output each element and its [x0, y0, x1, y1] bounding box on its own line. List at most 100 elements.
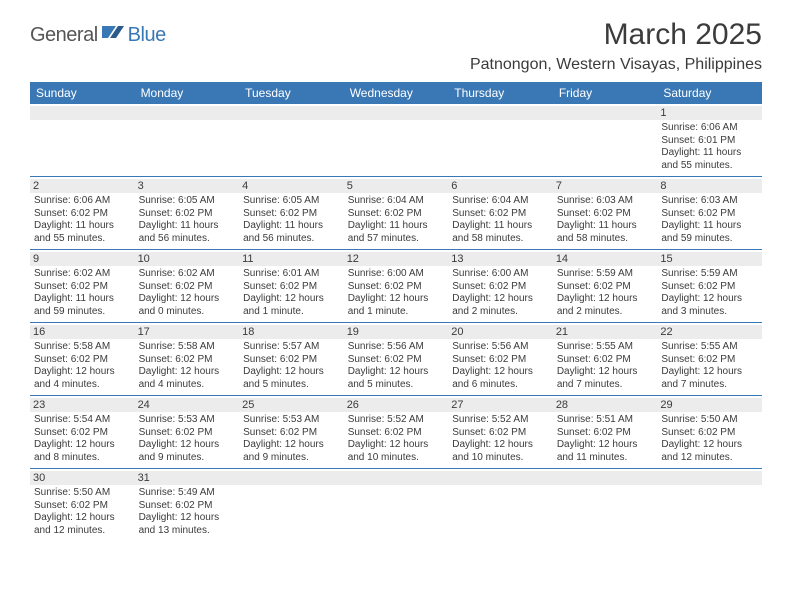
daylight-text: Daylight: 12 hours and 7 minutes. — [661, 366, 758, 391]
day-details: Sunrise: 5:55 AMSunset: 6:02 PMDaylight:… — [557, 341, 654, 391]
day-number: 5 — [344, 179, 449, 193]
day-number: 11 — [239, 252, 344, 266]
day-number: 4 — [239, 179, 344, 193]
sunset-text: Sunset: 6:02 PM — [452, 427, 549, 440]
sunset-text: Sunset: 6:02 PM — [34, 281, 131, 294]
daylight-text: Daylight: 12 hours and 9 minutes. — [139, 439, 236, 464]
day-details: Sunrise: 6:05 AMSunset: 6:02 PMDaylight:… — [139, 195, 236, 245]
calendar-cell: 11 Sunrise: 6:01 AMSunset: 6:02 PMDayligh… — [239, 250, 344, 323]
day-header: Saturday — [657, 82, 762, 104]
daylight-text: Daylight: 12 hours and 1 minute. — [243, 293, 340, 318]
sunrise-text: Sunrise: 6:05 AM — [139, 195, 236, 208]
calendar-cell — [448, 104, 553, 177]
sunrise-text: Sunrise: 6:06 AM — [34, 195, 131, 208]
day-number: 3 — [135, 179, 240, 193]
daylight-text: Daylight: 12 hours and 2 minutes. — [557, 293, 654, 318]
calendar-cell: 20Sunrise: 5:56 AMSunset: 6:02 PMDayligh… — [448, 323, 553, 396]
calendar-cell: 22Sunrise: 5:55 AMSunset: 6:02 PMDayligh… — [657, 323, 762, 396]
day-number: 7 — [553, 179, 658, 193]
daylight-text: Daylight: 11 hours and 58 minutes. — [557, 220, 654, 245]
daylight-text: Daylight: 12 hours and 9 minutes. — [243, 439, 340, 464]
calendar-cell: 12Sunrise: 6:00 AMSunset: 6:02 PMDayligh… — [344, 250, 449, 323]
calendar-cell — [657, 469, 762, 542]
week-row: 1Sunrise: 6:06 AMSunset: 6:01 PMDaylight… — [30, 104, 762, 177]
calendar-cell: 18Sunrise: 5:57 AMSunset: 6:02 PMDayligh… — [239, 323, 344, 396]
sunset-text: Sunset: 6:02 PM — [661, 427, 758, 440]
sunset-text: Sunset: 6:02 PM — [452, 354, 549, 367]
day-details: Sunrise: 5:56 AMSunset: 6:02 PMDaylight:… — [348, 341, 445, 391]
sunrise-text: Sunrise: 5:50 AM — [661, 414, 758, 427]
calendar-cell: 8Sunrise: 6:03 AMSunset: 6:02 PMDaylight… — [657, 177, 762, 250]
calendar-cell — [30, 104, 135, 177]
calendar-cell: 27Sunrise: 5:52 AMSunset: 6:02 PMDayligh… — [448, 396, 553, 469]
sunrise-text: Sunrise: 6:06 AM — [661, 122, 758, 135]
sunset-text: Sunset: 6:02 PM — [34, 354, 131, 367]
day-details: Sunrise: 6:01 AMSunset: 6:02 PMDaylight:… — [243, 268, 340, 318]
header: General Blue March 2025 Patnongon, Weste… — [30, 18, 762, 74]
daylight-text: Daylight: 11 hours and 57 minutes. — [348, 220, 445, 245]
day-header: Thursday — [448, 82, 553, 104]
sunset-text: Sunset: 6:02 PM — [34, 500, 131, 513]
calendar-cell: 24Sunrise: 5:53 AMSunset: 6:02 PMDayligh… — [135, 396, 240, 469]
daylight-text: Daylight: 12 hours and 13 minutes. — [139, 512, 236, 537]
day-number: 12 — [344, 252, 449, 266]
day-details: Sunrise: 5:51 AMSunset: 6:02 PMDaylight:… — [557, 414, 654, 464]
calendar-cell: 28 Sunrise: 5:51 AMSunset: 6:02 PMDayligh… — [553, 396, 658, 469]
day-details: Sunrise: 6:03 AMSunset: 6:02 PMDaylight:… — [661, 195, 758, 245]
calendar-cell — [239, 469, 344, 542]
day-header: Sunday — [30, 82, 135, 104]
day-details: Sunrise: 6:04 AMSunset: 6:02 PMDaylight:… — [452, 195, 549, 245]
sunrise-text: Sunrise: 6:03 AM — [557, 195, 654, 208]
day-number: 30 — [30, 471, 135, 485]
sunset-text: Sunset: 6:02 PM — [243, 281, 340, 294]
day-number: 17 — [135, 325, 240, 339]
sunrise-text: Sunrise: 6:00 AM — [348, 268, 445, 281]
sunrise-text: Sunrise: 5:58 AM — [139, 341, 236, 354]
sunrise-text: Sunrise: 5:52 AM — [348, 414, 445, 427]
day-number — [135, 106, 240, 120]
day-number: 18 — [239, 325, 344, 339]
day-number: 19 — [344, 325, 449, 339]
calendar-cell: 4Sunrise: 6:05 AMSunset: 6:02 PMDaylight… — [239, 177, 344, 250]
daylight-text: Daylight: 11 hours and 59 minutes. — [661, 220, 758, 245]
sunset-text: Sunset: 6:02 PM — [348, 281, 445, 294]
daylight-text: Daylight: 11 hours and 56 minutes. — [139, 220, 236, 245]
day-number: 15 — [657, 252, 762, 266]
calendar-cell: 16Sunrise: 5:58 AMSunset: 6:02 PMDayligh… — [30, 323, 135, 396]
daylight-text: Daylight: 12 hours and 4 minutes. — [34, 366, 131, 391]
daylight-text: Daylight: 11 hours and 59 minutes. — [34, 293, 131, 318]
sunset-text: Sunset: 6:02 PM — [661, 208, 758, 221]
sunrise-text: Sunrise: 5:49 AM — [139, 487, 236, 500]
daylight-text: Daylight: 12 hours and 11 minutes. — [557, 439, 654, 464]
sunrise-text: Sunrise: 6:02 AM — [139, 268, 236, 281]
daylight-text: Daylight: 11 hours and 56 minutes. — [243, 220, 340, 245]
sunrise-text: Sunrise: 5:53 AM — [139, 414, 236, 427]
week-row: 2Sunrise: 6:06 AMSunset: 6:02 PMDaylight… — [30, 177, 762, 250]
day-number: 28 — [553, 398, 658, 412]
day-number — [344, 471, 449, 485]
day-number: 24 — [135, 398, 240, 412]
day-details: Sunrise: 6:02 AMSunset: 6:02 PMDaylight:… — [139, 268, 236, 318]
calendar-cell: 26Sunrise: 5:52 AMSunset: 6:02 PMDayligh… — [344, 396, 449, 469]
day-details: Sunrise: 5:55 AMSunset: 6:02 PMDaylight:… — [661, 341, 758, 391]
calendar-cell: 2Sunrise: 6:06 AMSunset: 6:02 PMDaylight… — [30, 177, 135, 250]
calendar-cell: 7Sunrise: 6:03 AMSunset: 6:02 PMDaylight… — [553, 177, 658, 250]
day-details: Sunrise: 6:02 AMSunset: 6:02 PMDaylight:… — [34, 268, 131, 318]
calendar-cell: 17Sunrise: 5:58 AMSunset: 6:02 PMDayligh… — [135, 323, 240, 396]
sunrise-text: Sunrise: 5:54 AM — [34, 414, 131, 427]
day-number: 1 — [657, 106, 762, 120]
sunrise-text: Sunrise: 5:55 AM — [661, 341, 758, 354]
day-number: 6 — [448, 179, 553, 193]
daylight-text: Daylight: 12 hours and 4 minutes. — [139, 366, 236, 391]
day-number: 10 — [135, 252, 240, 266]
week-row: 23Sunrise: 5:54 AMSunset: 6:02 PMDayligh… — [30, 396, 762, 469]
sunset-text: Sunset: 6:02 PM — [139, 500, 236, 513]
day-number: 29 — [657, 398, 762, 412]
month-title: March 2025 — [470, 18, 762, 52]
day-details: Sunrise: 5:53 AMSunset: 6:02 PMDaylight:… — [243, 414, 340, 464]
sunset-text: Sunset: 6:02 PM — [557, 281, 654, 294]
sunrise-text: Sunrise: 5:57 AM — [243, 341, 340, 354]
logo-flag-icon — [102, 24, 126, 45]
calendar-cell: 15Sunrise: 5:59 AMSunset: 6:02 PMDayligh… — [657, 250, 762, 323]
daylight-text: Daylight: 12 hours and 7 minutes. — [557, 366, 654, 391]
